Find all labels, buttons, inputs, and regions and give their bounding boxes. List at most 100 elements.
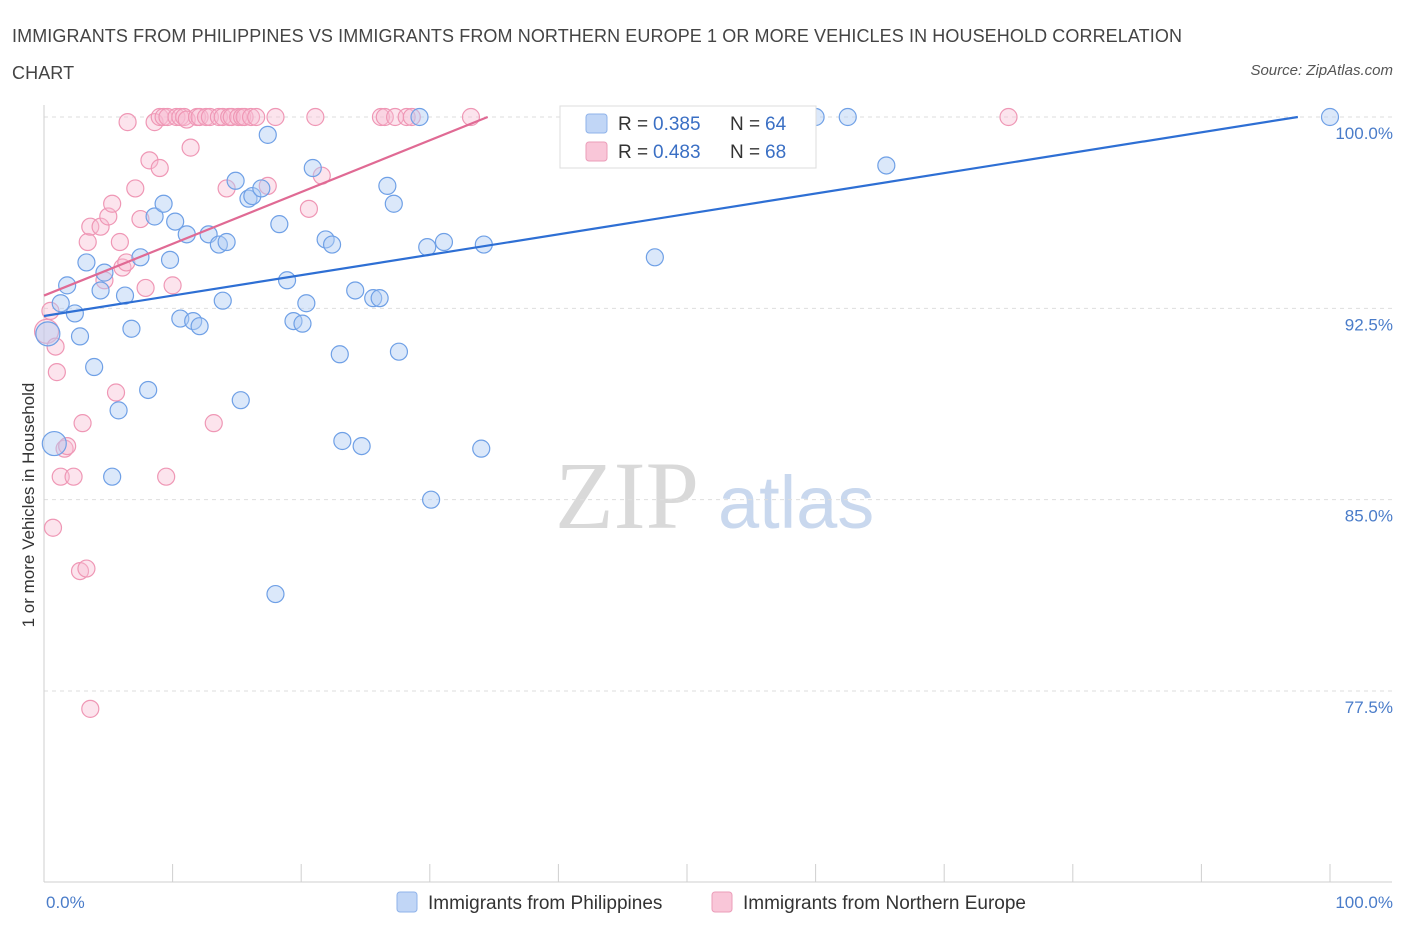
- philippines-point-28: [226, 171, 245, 190]
- northern-europe-point-8: [43, 518, 63, 537]
- philippines-point-57: [645, 248, 664, 267]
- northern-europe-point-2: [46, 337, 65, 356]
- philippines-point-49: [384, 194, 403, 213]
- legend-n-value-northern-europe: 68: [765, 142, 786, 163]
- northern-europe-point-25: [131, 209, 150, 229]
- x-tick-label-max: 100.0%: [1335, 893, 1393, 912]
- y-tick-label-1: 92.5%: [1345, 315, 1393, 334]
- philippines-point-16: [145, 207, 164, 226]
- x-ticks: [43, 864, 1331, 882]
- philippines-point-48: [378, 176, 397, 195]
- northern-europe-point-56: [266, 107, 285, 127]
- northern-europe-point-14: [81, 217, 100, 236]
- philippines-point-33: [258, 125, 277, 144]
- northern-europe-point-34: [163, 276, 182, 295]
- northern-europe-point-24: [126, 179, 145, 198]
- philippines-point-46: [364, 289, 383, 308]
- series-northern-europe-points: [33, 107, 1018, 718]
- bottom-legend-swatch-philippines: [396, 891, 418, 913]
- northern-europe-point-37: [175, 107, 194, 127]
- philippines-point-35: [277, 271, 297, 290]
- northern-europe-point-32: [150, 158, 169, 178]
- northern-europe-point-11: [81, 699, 100, 718]
- legend-r-value-northern-europe: 0.483: [653, 142, 701, 163]
- northern-europe-point-54: [247, 107, 266, 127]
- philippines-point-53: [421, 490, 441, 509]
- philippines-point-37: [293, 314, 312, 333]
- northern-europe-point-0: [33, 318, 60, 344]
- watermark-zip: ZIP: [555, 442, 699, 549]
- philippines-point-0: [35, 321, 61, 347]
- philippines-point-29: [231, 391, 250, 410]
- northern-europe-point-15: [91, 217, 110, 236]
- y-axis-label: 1 or more Vehicles in Household: [19, 383, 38, 628]
- y-tick-label-0: 100.0%: [1335, 124, 1393, 143]
- northern-europe-point-39: [181, 138, 200, 157]
- northern-europe-point-61: [375, 107, 394, 127]
- northern-europe-point-45: [209, 107, 228, 127]
- northern-europe-point-60: [371, 107, 391, 127]
- y-tick-label-3: 77.5%: [1345, 698, 1393, 717]
- bottom-legend-swatch-northern-europe: [711, 891, 733, 913]
- trend-line-northern-europe: [43, 115, 489, 297]
- philippines-point-7: [85, 357, 104, 377]
- axes: [43, 105, 1392, 883]
- philippines-point-42: [330, 345, 349, 364]
- northern-europe-point-58: [306, 107, 325, 127]
- legend-r-label-2: R =: [618, 142, 648, 163]
- philippines-point-44: [346, 281, 365, 300]
- northern-europe-point-67: [999, 107, 1018, 127]
- northern-europe-point-12: [73, 414, 92, 433]
- philippines-point-41: [322, 235, 342, 254]
- northern-europe-point-20: [110, 232, 129, 252]
- philippines-point-10: [103, 467, 122, 486]
- philippines-point-6: [77, 253, 96, 272]
- northern-europe-point-64: [402, 107, 421, 127]
- y-tick-label-2: 85.0%: [1345, 507, 1393, 526]
- philippines-point-11: [109, 401, 128, 420]
- northern-europe-point-53: [241, 107, 261, 127]
- correlation-legend: R = 0.385 N = 64 R = 0.483 N = 68: [559, 105, 817, 169]
- philippines-point-61: [1320, 107, 1340, 127]
- philippines-point-27: [217, 232, 236, 252]
- philippines-point-2: [51, 294, 70, 313]
- northern-europe-point-18: [103, 194, 122, 213]
- trend-line-philippines: [43, 115, 1299, 318]
- northern-europe-point-26: [136, 278, 155, 298]
- philippines-point-34: [270, 215, 289, 234]
- legend-r-label-1: R =: [618, 114, 648, 135]
- philippines-point-17: [154, 194, 173, 213]
- philippines-point-43: [333, 431, 352, 451]
- trend-lines: [43, 115, 1299, 318]
- series-legend: Immigrants from Philippines Immigrants f…: [396, 891, 1026, 914]
- philippines-point-13: [122, 319, 141, 338]
- watermark-atlas: atlas: [718, 461, 874, 544]
- series-philippines-points: [35, 107, 1340, 604]
- northern-europe-point-19: [106, 383, 126, 402]
- y-tick-labels: 100.0% 92.5% 85.0% 77.5%: [1335, 124, 1393, 717]
- northern-europe-point-13: [78, 232, 97, 252]
- philippines-point-18: [160, 250, 180, 269]
- philippines-point-26: [213, 291, 232, 310]
- philippines-point-45: [352, 436, 371, 456]
- northern-europe-point-4: [51, 467, 70, 486]
- northern-europe-point-6: [58, 436, 77, 456]
- philippines-point-47: [370, 289, 389, 308]
- northern-europe-point-33: [157, 467, 176, 486]
- northern-europe-point-27: [140, 151, 159, 170]
- philippines-point-19: [166, 212, 185, 231]
- bottom-legend-label-northern-europe: Immigrants from Northern Europe: [743, 893, 1026, 914]
- source-credit: Source: ZipAtlas.com: [1250, 62, 1393, 79]
- northern-europe-point-23: [118, 113, 137, 132]
- philippines-point-50: [389, 342, 409, 361]
- northern-europe-point-10: [77, 559, 96, 578]
- chart-title: IMMIGRANTS FROM PHILIPPINES VS IMMIGRANT…: [12, 26, 1183, 83]
- northern-europe-point-44: [204, 414, 223, 433]
- northern-europe-point-57: [299, 199, 319, 218]
- philippines-point-32: [252, 179, 271, 198]
- philippines-point-38: [297, 294, 316, 313]
- northern-europe-point-7: [64, 467, 83, 486]
- northern-europe-point-41: [190, 107, 209, 127]
